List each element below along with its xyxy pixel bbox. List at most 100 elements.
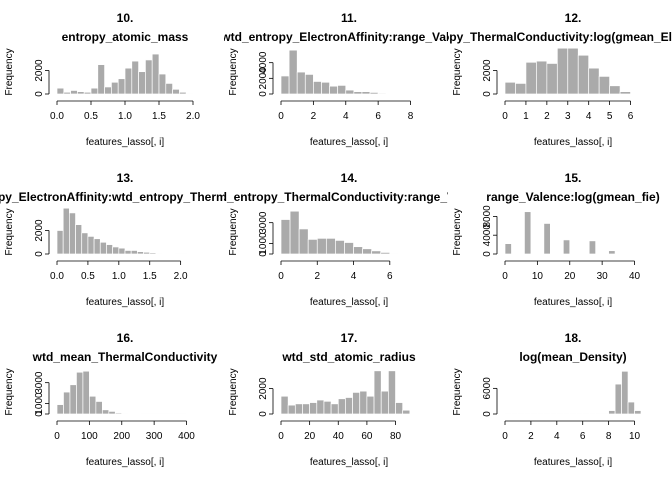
panel-number: 18. [565, 331, 582, 345]
x-tick-label: 0.5 [84, 111, 98, 122]
histogram-bar [371, 250, 382, 255]
histogram-bar [395, 402, 404, 415]
histogram-bar [185, 93, 194, 95]
y-axis-label: Frequency [452, 368, 463, 415]
x-axis-label: features_lasso[, i] [310, 297, 389, 308]
histogram-bar [627, 401, 635, 415]
histogram-bar [598, 76, 610, 95]
x-tick-label: 4 [586, 111, 592, 122]
x-axis-label: features_lasso[, i] [86, 137, 165, 148]
x-tick-label: 400 [178, 431, 195, 442]
y-tick-label: 0 [482, 251, 493, 257]
y-tick-label: 0 [258, 251, 269, 257]
histogram-bar [82, 370, 90, 415]
x-tick-label: 1.0 [118, 111, 132, 122]
histogram-panel-4: 13. wtd_entropy_ElectronAffinity:wtd_entr… [0, 171, 310, 308]
histogram-bar [380, 390, 389, 415]
histogram-bar [172, 88, 180, 95]
histogram-panel-7: 16. wtd_mean_ThermalConductivity 0 100 200 30… [4, 331, 218, 468]
x-tick-label: 30 [597, 271, 609, 282]
histogram-bar [344, 242, 354, 255]
histogram-bar [345, 397, 353, 415]
histogram-bar [63, 91, 71, 95]
panel-title: log(mean_Density) [519, 350, 626, 364]
histogram-bar [304, 74, 314, 95]
y-tick-label: 0 [258, 91, 269, 97]
histogram-bar [165, 83, 173, 95]
histogram-bar [69, 212, 76, 255]
x-tick-label: 8 [408, 111, 414, 122]
panel-title: wtd_entropy_ElectronAffinity:range_Valen… [220, 30, 477, 44]
histogram-bar [70, 90, 78, 95]
histogram-bar [556, 47, 569, 95]
histogram-bar [313, 81, 322, 95]
y-tick-label: 3000 [258, 211, 269, 234]
x-tick-label: 6 [387, 271, 393, 282]
panel-title: wtd_entropy_ElectronAffinity:wtd_entropy… [0, 190, 310, 204]
x-tick-label: 2 [314, 271, 320, 282]
panel-title: entropy_atomic_mass [62, 30, 189, 44]
histogram-bar [609, 85, 621, 95]
histogram-bar [99, 241, 107, 255]
x-tick-label: 0.0 [50, 111, 64, 122]
histogram-panel-2: 11. wtd_entropy_ElectronAffinity:range_Va… [220, 11, 477, 148]
x-axis-label: features_lasso[, i] [534, 457, 613, 468]
x-tick-label: 100 [81, 431, 98, 442]
histogram-bar [388, 370, 396, 415]
histogram-bar [112, 246, 120, 255]
histogram-bar [77, 91, 85, 95]
histogram-bar [335, 240, 345, 255]
y-tick-label: 4000 [482, 224, 493, 247]
histogram-bar [83, 91, 92, 95]
histogram-bar [361, 91, 371, 95]
x-axis-label: features_lasso[, i] [534, 137, 613, 148]
histogram-panel-6: 15. range_Valence:log(gmean_fie) 0 10 20 30 40… [452, 171, 660, 308]
histogram-bar [124, 250, 132, 255]
panel-number: 12. [565, 11, 582, 25]
histogram-bar [90, 87, 99, 95]
x-tick-label: 1.5 [152, 111, 166, 122]
panel-number: 17. [341, 331, 358, 345]
histogram-bar [117, 78, 126, 95]
histogram-bar [543, 223, 551, 255]
histogram-bar [345, 89, 355, 95]
histogram-bar [352, 392, 361, 415]
histogram-bar [330, 403, 339, 415]
x-tick-label: 0.0 [50, 271, 64, 282]
panel-number: 11. [341, 11, 357, 25]
histogram-bar [608, 410, 616, 415]
x-tick-label: 6 [375, 111, 381, 122]
x-tick-label: 4 [554, 431, 560, 442]
histogram-bar [69, 384, 77, 415]
y-tick-label: 1000 [34, 392, 45, 415]
x-tick-label: 6 [628, 111, 634, 122]
histogram-bar [294, 403, 303, 415]
histogram-bar [567, 47, 579, 95]
y-tick-label: 0 [34, 251, 45, 257]
histogram-bar [359, 390, 368, 415]
x-tick-label: 0 [278, 271, 284, 282]
x-tick-label: 8 [606, 431, 612, 442]
x-tick-label: 200 [113, 431, 130, 442]
panel-title: wtd_entropy_ThermalConductivity:log(gmea… [391, 30, 672, 44]
histogram-panel-8: 17. wtd_std_atomic_radius 0 20 40 60 80 0 2000 fe… [228, 331, 416, 468]
histogram-bar [369, 92, 379, 95]
histogram-bar [504, 81, 516, 95]
histogram-bar [288, 49, 298, 95]
histogram-bar [525, 61, 537, 95]
x-tick-label: 2.0 [174, 271, 188, 282]
x-tick-label: 0.5 [81, 271, 95, 282]
histogram-bar [124, 67, 133, 95]
histogram-bar [95, 401, 103, 415]
histogram-bar [280, 219, 291, 255]
panel-number: 13. [117, 171, 134, 185]
panel-number: 14. [341, 171, 358, 185]
y-tick-label: 8000 [482, 205, 493, 228]
x-tick-label: 4 [351, 271, 357, 282]
histogram-bar [75, 224, 83, 255]
histogram-bar [149, 252, 157, 255]
x-axis-label: features_lasso[, i] [534, 297, 613, 308]
histogram-bar [377, 92, 387, 95]
y-axis-label: Frequency [452, 48, 463, 95]
x-axis-label: features_lasso[, i] [310, 137, 389, 148]
